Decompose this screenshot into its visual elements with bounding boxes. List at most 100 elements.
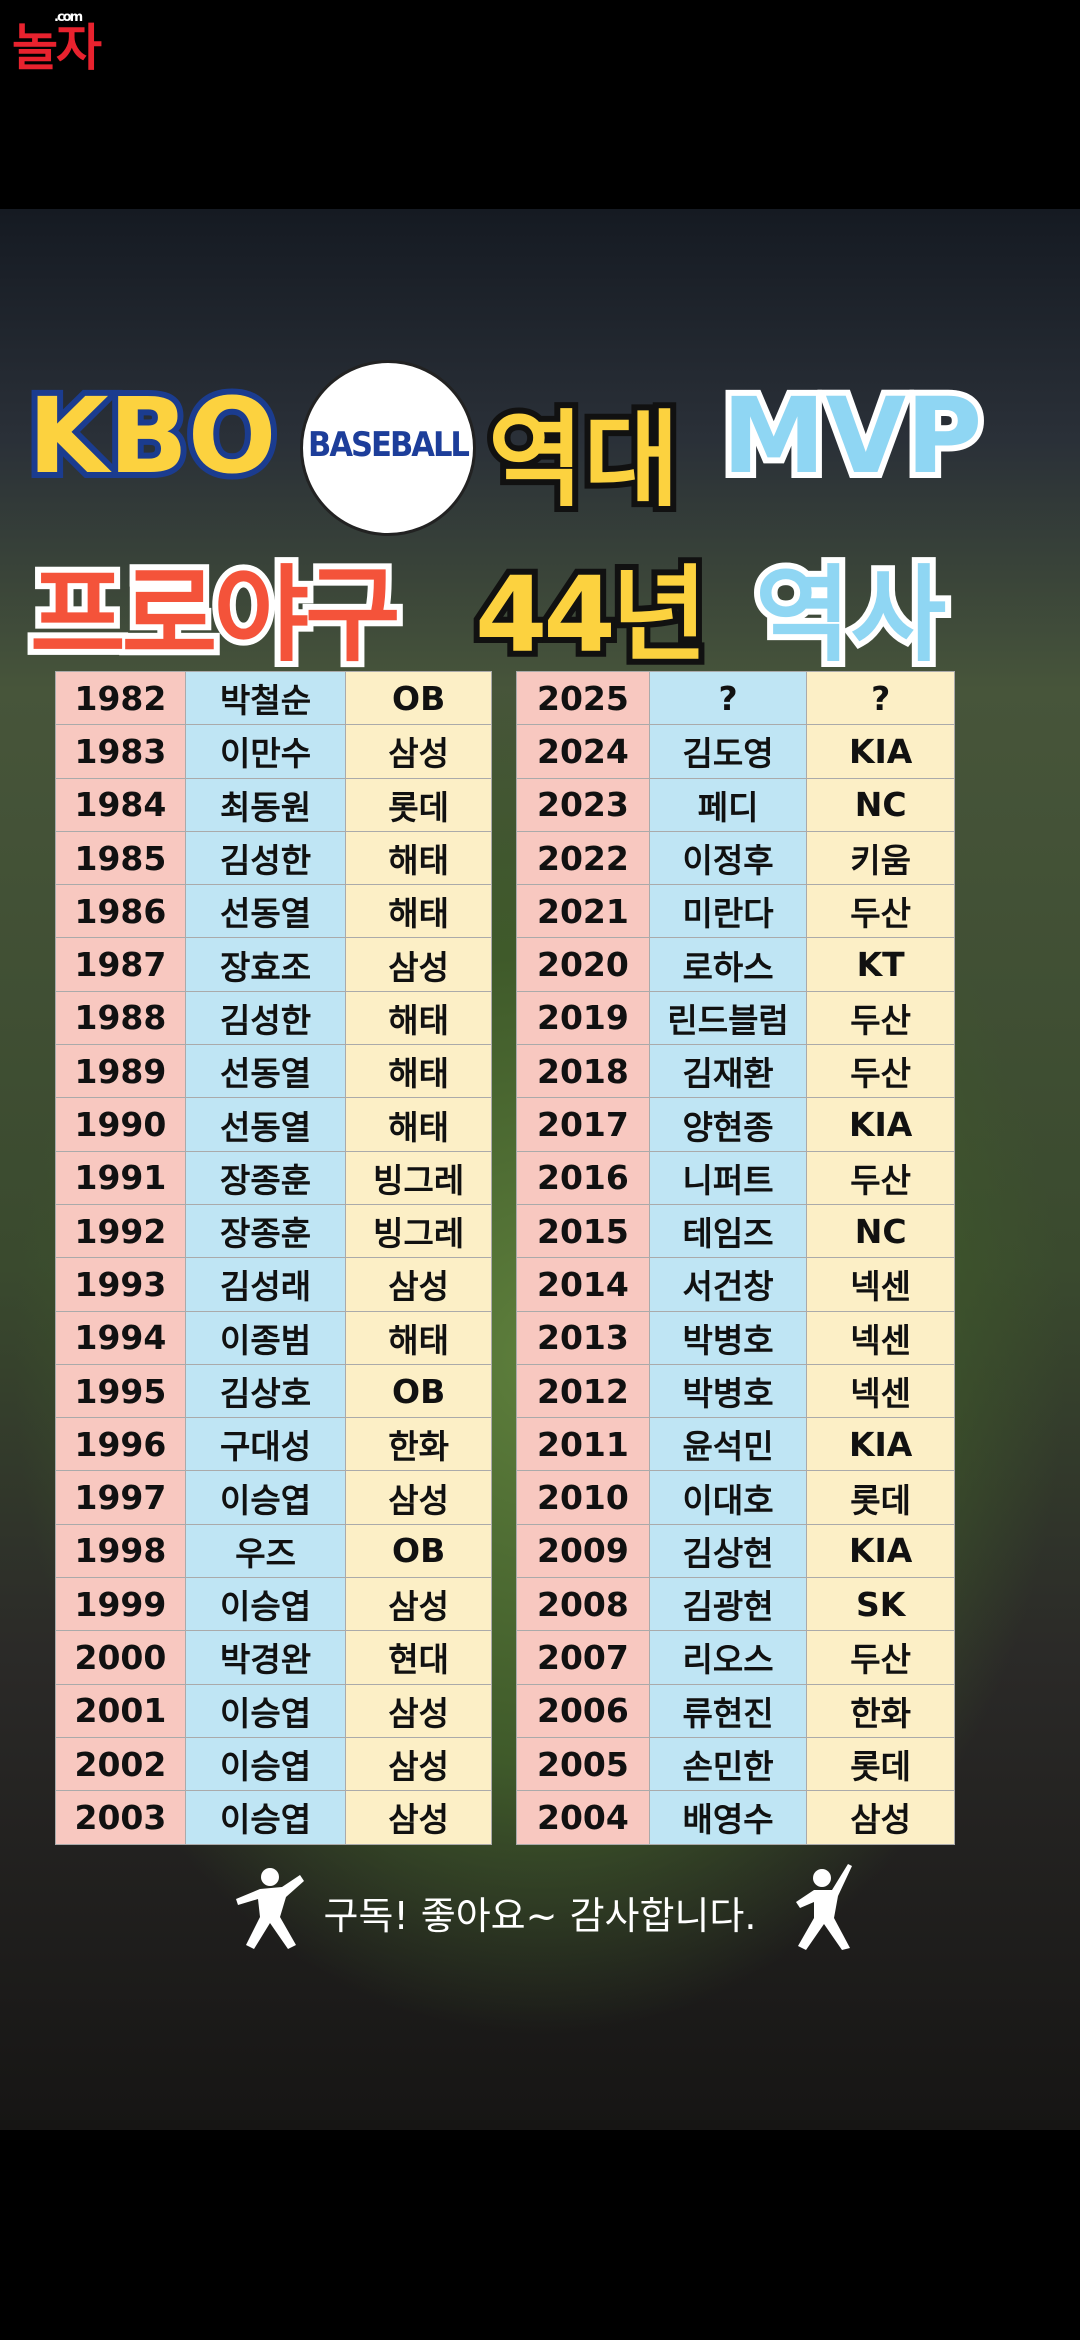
table-row: 1991 장종훈 빙그레: [55, 1150, 492, 1205]
player-cell: 박병호: [648, 1310, 808, 1365]
team-cell: 삼성: [345, 1683, 492, 1738]
year-cell: 2013: [516, 1310, 650, 1365]
table-row: 1987 장효조 삼성: [55, 937, 492, 992]
team-cell: SK: [806, 1577, 955, 1632]
player-cell: 이대호: [648, 1470, 808, 1525]
player-cell: 박병호: [648, 1363, 808, 1419]
player-cell: 페디: [648, 777, 808, 832]
player-cell: 선동열: [184, 1044, 347, 1099]
team-cell: OB: [345, 1363, 492, 1419]
player-cell: 이정후: [648, 830, 808, 886]
team-cell: 빙그레: [345, 1203, 492, 1259]
year-cell: 1989: [55, 1044, 186, 1099]
table-row: 2002 이승엽 삼성: [55, 1736, 492, 1792]
year-cell: 2017: [516, 1097, 650, 1152]
year-cell: 1985: [55, 830, 186, 886]
year-cell: 1982: [55, 670, 186, 726]
table-row: 2022 이정후 키움: [516, 830, 955, 886]
team-cell: 롯데: [806, 1470, 955, 1525]
player-cell: 류현진: [648, 1683, 808, 1738]
player-cell: 선동열: [184, 884, 347, 939]
table-row: 2011 윤석민 KIA: [516, 1417, 955, 1472]
logo: 놀자 .com: [12, 8, 102, 80]
team-cell: 넥센: [806, 1310, 955, 1365]
year-cell: 2012: [516, 1363, 650, 1419]
player-cell: 이승엽: [184, 1683, 347, 1738]
table-row: 2014 서건창 넥센: [516, 1257, 955, 1312]
table-row: 2009 김상현 KIA: [516, 1523, 955, 1579]
team-cell: NC: [806, 777, 955, 832]
table-row: 1996 구대성 한화: [55, 1417, 492, 1472]
team-cell: 넥센: [806, 1257, 955, 1312]
table-row: 2010 이대호 롯데: [516, 1470, 955, 1525]
year-cell: 1983: [55, 724, 186, 779]
table-row: 2001 이승엽 삼성: [55, 1683, 492, 1738]
player-cell: 우즈: [184, 1523, 347, 1579]
player-cell: 선동열: [184, 1097, 347, 1152]
player-cell: 장효조: [184, 937, 347, 992]
team-cell: 넥센: [806, 1363, 955, 1419]
player-cell: 이승엽: [184, 1790, 347, 1845]
player-cell: ?: [648, 670, 808, 726]
team-cell: 해태: [345, 1044, 492, 1099]
year-cell: 2008: [516, 1577, 650, 1632]
year-cell: 2016: [516, 1150, 650, 1205]
table-row: 2016 니퍼트 두산: [516, 1150, 955, 1205]
team-cell: 삼성: [345, 1790, 492, 1845]
year-cell: 1986: [55, 884, 186, 939]
table-row: 2020 로하스 KT: [516, 937, 955, 992]
year-cell: 1990: [55, 1097, 186, 1152]
team-cell: 두산: [806, 1630, 955, 1685]
year-cell: 1996: [55, 1417, 186, 1472]
player-cell: 장종훈: [184, 1203, 347, 1259]
player-cell: 양현종: [648, 1097, 808, 1152]
logo-sub: .com: [54, 10, 83, 25]
player-cell: 구대성: [184, 1417, 347, 1472]
player-cell: 김상현: [648, 1523, 808, 1579]
table-row: 1989 선동열 해태: [55, 1044, 492, 1099]
table-row: 1982 박철순 OB: [55, 670, 492, 726]
player-cell: 서건창: [648, 1257, 808, 1312]
year-cell: 2009: [516, 1523, 650, 1579]
player-cell: 김성래: [184, 1257, 347, 1312]
year-cell: 1992: [55, 1203, 186, 1259]
title-yeoksa: 역사: [749, 548, 952, 682]
player-cell: 김상호: [184, 1363, 347, 1419]
player-cell: 이종범: [184, 1310, 347, 1365]
logo-text: 놀자: [12, 19, 102, 77]
year-cell: 2018: [516, 1044, 650, 1099]
team-cell: 키움: [806, 830, 955, 886]
team-cell: 두산: [806, 990, 955, 1046]
table-row: 2021 미란다 두산: [516, 884, 955, 939]
year-cell: 2022: [516, 830, 650, 886]
table-row: 2019 린드블럼 두산: [516, 990, 955, 1046]
player-cell: 이승엽: [184, 1577, 347, 1632]
year-cell: 1997: [55, 1470, 186, 1525]
year-cell: 2001: [55, 1683, 186, 1738]
pitcher-icon: [236, 1868, 304, 1949]
player-cell: 박철순: [184, 670, 347, 726]
baseball-icon: BASEBALL: [300, 360, 476, 536]
player-cell: 장종훈: [184, 1150, 347, 1205]
player-cell: 윤석민: [648, 1417, 808, 1472]
team-cell: OB: [345, 670, 492, 726]
player-cell: 김광현: [648, 1577, 808, 1632]
table-row: 1999 이승엽 삼성: [55, 1577, 492, 1632]
team-cell: 롯데: [806, 1736, 955, 1792]
team-cell: 해태: [345, 1310, 492, 1365]
year-cell: 2005: [516, 1736, 650, 1792]
table-row: 2008 김광현 SK: [516, 1577, 955, 1632]
team-cell: 현대: [345, 1630, 492, 1685]
mvp-table-right: 2025?? 2024 김도영 KIA 2023 페디 NC 2022 이정후 키움 2021 미란다…: [516, 670, 955, 1845]
table-row: 2024 김도영 KIA: [516, 724, 955, 779]
player-cell: 로하스: [648, 937, 808, 992]
player-cell: 리오스: [648, 1630, 808, 1685]
team-cell: KIA: [806, 1417, 955, 1472]
year-cell: 1987: [55, 937, 186, 992]
table-row: 1990 선동열 해태: [55, 1097, 492, 1152]
player-cell: 김도영: [648, 724, 808, 779]
year-cell: 1999: [55, 1577, 186, 1632]
team-cell: 삼성: [806, 1790, 955, 1845]
team-cell: OB: [345, 1523, 492, 1579]
